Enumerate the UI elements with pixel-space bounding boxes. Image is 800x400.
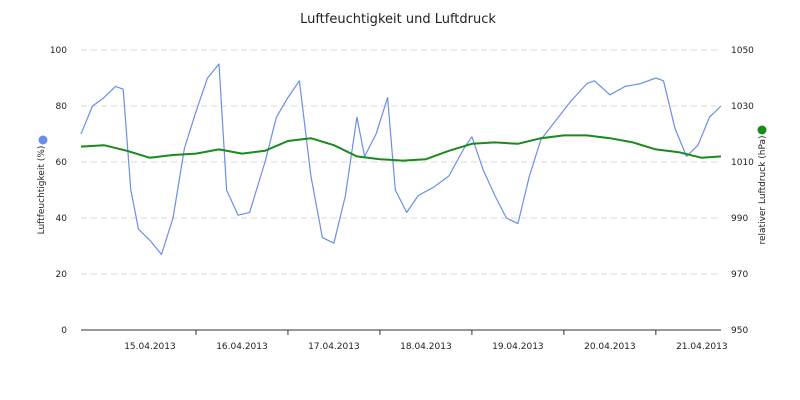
x-ticks: 15.04.2013 16.04.2013 17.04.2013 18.04.2013… [124, 330, 728, 352]
chart-title: Luftfeuchtigkeit und Luftdruck [300, 12, 496, 27]
y-left-tick-label: 40 [56, 214, 68, 224]
pressure-series-layer [80, 134, 722, 162]
y-right-tick-label: 1050 [731, 46, 754, 56]
humidity-line [80, 63, 722, 255]
x-tick-label: 16.04.2013 [216, 342, 268, 352]
y-right-tick-label: 1010 [731, 158, 754, 168]
y-left-axis-title: Luftfeuchtigkeit (%) [37, 146, 47, 235]
pressure-legend-dot [757, 125, 767, 135]
y-left-tick-label: 60 [56, 158, 68, 168]
y-left-tick-label: 100 [50, 46, 67, 56]
grid-lines [81, 49, 721, 275]
y-left-tick-label: 20 [56, 270, 68, 280]
y-right-tick-label: 970 [731, 270, 748, 280]
left-y-ticks: 0 20 40 60 80 100 [50, 46, 67, 336]
humidity-series-layer [80, 63, 722, 255]
y-right-axis-title: relativer Luftdruck (hPa) [758, 135, 768, 244]
y-left-tick-label: 0 [61, 326, 67, 336]
x-tick-label: 21.04.2013 [676, 342, 728, 352]
y-right-tick-label: 990 [731, 214, 748, 224]
x-tick-label: 20.04.2013 [584, 342, 636, 352]
humidity-legend-dot [38, 135, 48, 145]
y-right-tick-label: 950 [731, 326, 748, 336]
x-tick-label: 19.04.2013 [492, 342, 544, 352]
x-tick-label: 18.04.2013 [400, 342, 452, 352]
y-left-tick-label: 80 [56, 102, 68, 112]
x-tick-label: 17.04.2013 [308, 342, 360, 352]
pressure-line [80, 134, 722, 162]
y-right-tick-label: 1030 [731, 102, 754, 112]
x-tick-label: 15.04.2013 [124, 342, 176, 352]
right-y-ticks: 950 970 990 1010 1030 1050 [731, 46, 754, 336]
